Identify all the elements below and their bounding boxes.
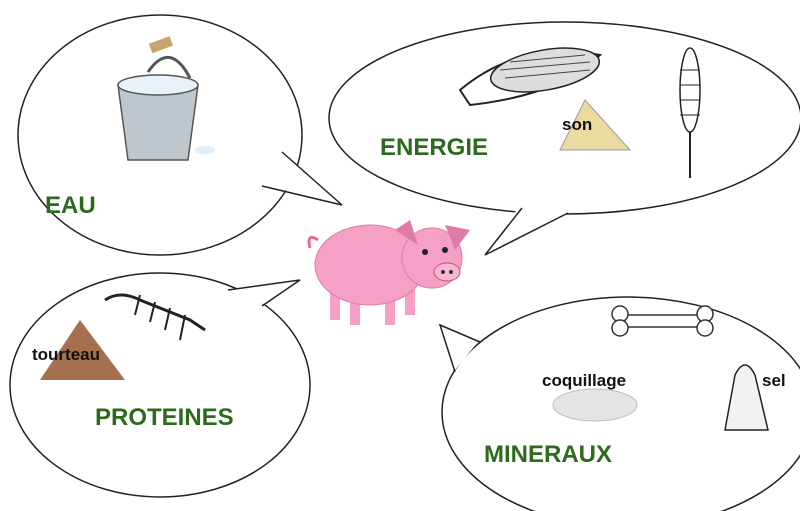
bubble-title: MINERAUX [484, 441, 612, 468]
bubble-title: ENERGIE [380, 134, 488, 161]
item-label: tourteau [32, 345, 100, 364]
bubble-title: PROTEINES [95, 404, 234, 431]
bubble-title: EAU [45, 192, 96, 219]
item-label: coquillage [542, 371, 626, 390]
pig [309, 220, 470, 325]
page: {"bubbles": [ {"title": "EAU"}, {"title"… [0, 0, 800, 511]
shell-icon [553, 389, 637, 421]
diagram: EAU ENERGIE son PROTEINES tourteau MINER… [0, 0, 800, 511]
item-label: sel [762, 371, 786, 390]
item-label: son [562, 115, 592, 134]
